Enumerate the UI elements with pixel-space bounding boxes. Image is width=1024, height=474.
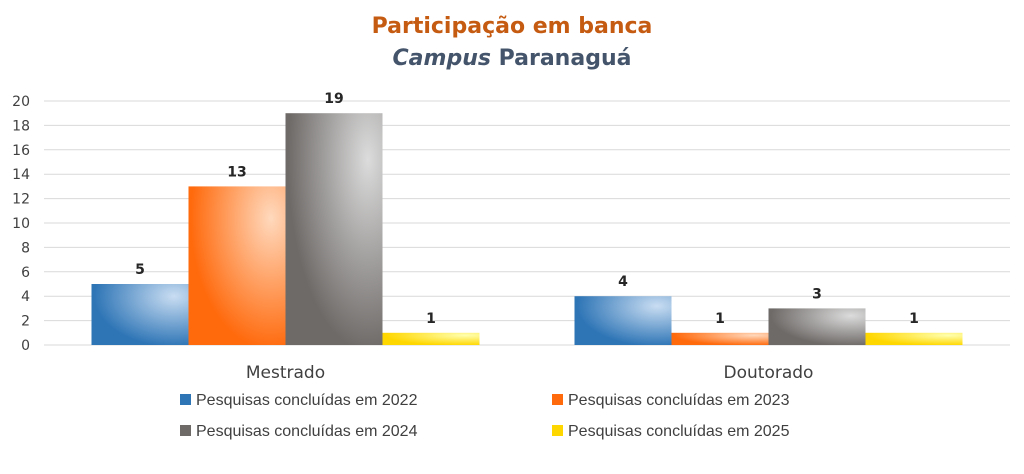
y-tick-label: 18 bbox=[12, 118, 30, 134]
bar bbox=[382, 332, 480, 345]
data-label: 1 bbox=[715, 311, 725, 327]
data-label: 19 bbox=[324, 91, 343, 107]
chart-subtitle: Campus Paranaguá bbox=[0, 46, 1024, 71]
legend-swatch bbox=[552, 425, 563, 436]
bar bbox=[768, 308, 866, 345]
y-tick-label: 20 bbox=[12, 94, 30, 110]
bar bbox=[285, 113, 383, 345]
data-label: 1 bbox=[426, 311, 436, 327]
bar bbox=[574, 296, 672, 345]
legend-label: Pesquisas concluídas em 2024 bbox=[196, 423, 418, 440]
y-tick-label: 16 bbox=[12, 143, 30, 159]
data-label: 1 bbox=[909, 311, 919, 327]
y-tick-label: 6 bbox=[21, 265, 30, 281]
y-tick-label: 4 bbox=[21, 289, 30, 305]
y-tick-label: 0 bbox=[21, 338, 30, 354]
legend-swatch bbox=[552, 394, 563, 405]
data-label: 4 bbox=[618, 274, 628, 290]
subtitle-rest: Paranaguá bbox=[490, 46, 632, 71]
legend-label: Pesquisas concluídas em 2023 bbox=[568, 392, 790, 409]
legend-swatch bbox=[180, 425, 191, 436]
bar bbox=[671, 332, 769, 345]
subtitle-italic: Campus bbox=[392, 46, 491, 71]
x-category-label: Mestrado bbox=[246, 363, 325, 383]
x-category-label: Doutorado bbox=[724, 363, 814, 383]
legend-label: Pesquisas concluídas em 2025 bbox=[568, 423, 790, 440]
legend-item: Pesquisas concluídas em 2023 bbox=[552, 392, 790, 409]
y-tick-label: 2 bbox=[21, 314, 30, 330]
chart-title: Participação em banca bbox=[371, 14, 653, 39]
data-label: 5 bbox=[135, 262, 145, 278]
y-tick-label: 14 bbox=[12, 167, 30, 183]
legend-swatch bbox=[180, 394, 191, 405]
y-tick-label: 10 bbox=[12, 216, 30, 232]
legend-item: Pesquisas concluídas em 2025 bbox=[552, 423, 790, 440]
legend-item: Pesquisas concluídas em 2022 bbox=[180, 392, 418, 409]
bar bbox=[91, 284, 189, 345]
data-label: 13 bbox=[227, 164, 246, 180]
y-tick-label: 12 bbox=[12, 192, 30, 208]
legend-item: Pesquisas concluídas em 2024 bbox=[180, 423, 418, 440]
bar bbox=[188, 186, 286, 345]
bar bbox=[865, 332, 963, 345]
y-tick-label: 8 bbox=[21, 240, 30, 256]
data-label: 3 bbox=[812, 286, 822, 302]
legend-label: Pesquisas concluídas em 2022 bbox=[196, 392, 418, 409]
